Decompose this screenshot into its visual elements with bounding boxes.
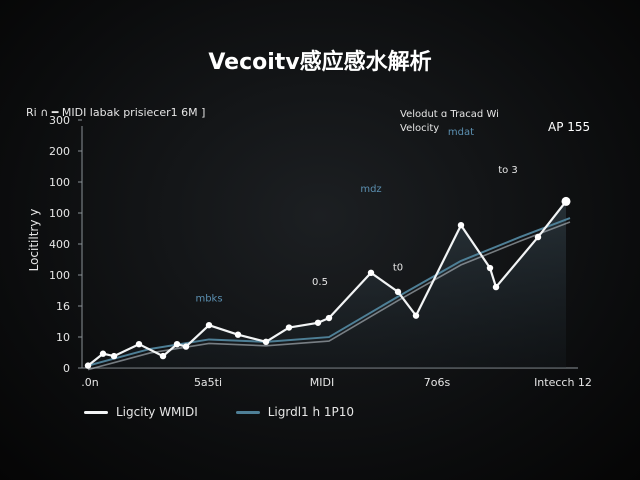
legend-item-1: Ligcity WMIDI xyxy=(84,405,198,419)
annotation-label: 0.5 xyxy=(312,277,328,288)
series-1-point xyxy=(561,196,571,206)
series-1-point xyxy=(486,264,494,272)
series-1-point xyxy=(205,321,213,329)
series-1-point xyxy=(412,312,420,319)
y-tick-label: 10 xyxy=(56,331,70,344)
x-tick-label: Intecch 12 xyxy=(534,376,592,389)
y-tick-label: 100 xyxy=(49,207,70,220)
series-1-point xyxy=(367,269,375,276)
series-1-point xyxy=(99,350,107,357)
series-1-point xyxy=(182,343,190,350)
legend: Ligcity WMIDI Ligrdl1 h 1P10 xyxy=(84,405,354,419)
series-1-point xyxy=(534,233,542,241)
series-1-point xyxy=(159,352,167,360)
legend-label-2: Ligrdl1 h 1P10 xyxy=(267,405,355,419)
x-tick-label: 5a5ti xyxy=(194,376,222,389)
series-1-point xyxy=(173,341,181,348)
series-1-point xyxy=(234,331,242,338)
annotation-label: mdat xyxy=(448,127,474,138)
y-tick-label: 0 xyxy=(63,362,70,375)
series-group xyxy=(84,196,571,371)
series-1-point xyxy=(325,314,333,322)
series-1-point xyxy=(314,319,322,326)
series-1-point xyxy=(492,283,500,291)
series-1-point xyxy=(135,341,143,348)
series-note: Velodut ɑ Tracad Wi Velocity xyxy=(400,108,499,136)
series-1-point xyxy=(394,288,402,296)
y-tick-label: 300 xyxy=(49,114,70,127)
y-tick-label: 200 xyxy=(49,145,70,158)
legend-label-1: Ligcity WMIDI xyxy=(116,405,198,419)
top-legend: Ri ∩ ━ MIDI labak prisiecer1 6M ] xyxy=(26,106,205,119)
annotation-label: to 3 xyxy=(498,165,518,176)
series-1-point xyxy=(285,324,293,331)
series-note-line-1: Velodut ɑ Tracad Wi xyxy=(400,109,499,120)
annotation-label: mbks xyxy=(195,294,222,305)
series-1-point xyxy=(457,222,465,229)
tick-labels: 0 10 16 100 400 100 100 200 300 .0n 5a5ti MIDI 7o6s I… xyxy=(49,114,592,389)
y-tick-label: 100 xyxy=(49,269,70,282)
series-note-line-2: Velocity xyxy=(400,123,440,134)
annotation-label: mdz xyxy=(360,184,381,195)
series-1-point xyxy=(84,362,92,369)
legend-item-2: Ligrdl1 h 1P10 xyxy=(235,405,355,419)
area-under-series-1 xyxy=(88,201,566,368)
x-tick-label: .0n xyxy=(81,376,98,389)
y-tick-label: 400 xyxy=(49,238,70,251)
series-2-line xyxy=(87,217,571,367)
annotation-label: t0 xyxy=(393,263,403,274)
series-1-point xyxy=(110,352,118,360)
series-1-point xyxy=(262,338,270,346)
y-tick-label: 100 xyxy=(49,176,70,189)
x-tick-label: 7o6s xyxy=(424,376,451,389)
x-tick-label: MIDI xyxy=(310,376,334,389)
area-fill xyxy=(88,201,566,368)
peak-label: AP 155 xyxy=(548,120,591,134)
legend-swatch-2 xyxy=(235,410,260,414)
top-legend-label: Ri ∩ ━ MIDI labak prisiecer1 6M ] xyxy=(26,106,206,119)
chart-title: Vecoitv感应感水解析 xyxy=(208,50,432,75)
y-tick-label: 16 xyxy=(56,300,70,313)
legend-swatch-1 xyxy=(84,410,108,414)
